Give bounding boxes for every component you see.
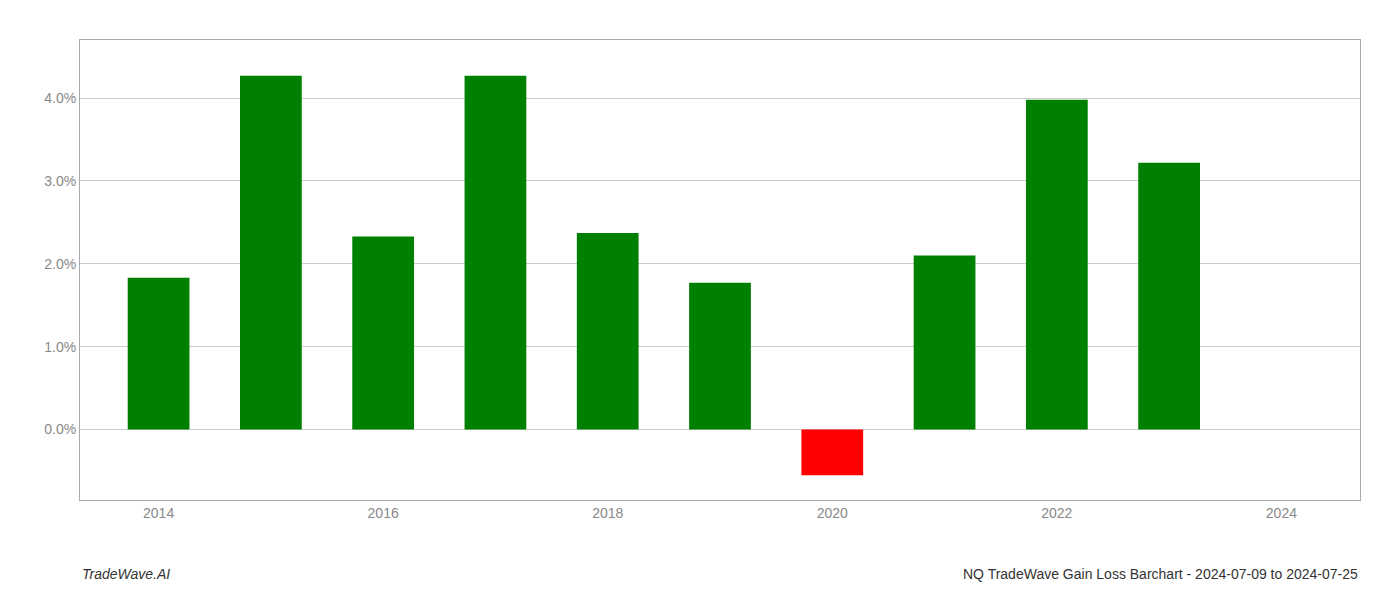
svg-text:TradeWave.AI: TradeWave.AI xyxy=(82,566,170,582)
svg-text:1.0%: 1.0% xyxy=(44,339,76,355)
svg-text:2018: 2018 xyxy=(592,505,623,521)
svg-text:4.0%: 4.0% xyxy=(44,90,76,106)
svg-text:0.0%: 0.0% xyxy=(44,421,76,437)
svg-text:2020: 2020 xyxy=(817,505,848,521)
svg-text:2024: 2024 xyxy=(1266,505,1297,521)
svg-text:2014: 2014 xyxy=(143,505,174,521)
svg-text:3.0%: 3.0% xyxy=(44,173,76,189)
svg-text:NQ TradeWave Gain Loss Barchar: NQ TradeWave Gain Loss Barchart - 2024-0… xyxy=(963,566,1358,582)
svg-text:2022: 2022 xyxy=(1041,505,1072,521)
svg-text:2016: 2016 xyxy=(368,505,399,521)
svg-text:2.0%: 2.0% xyxy=(44,256,76,272)
